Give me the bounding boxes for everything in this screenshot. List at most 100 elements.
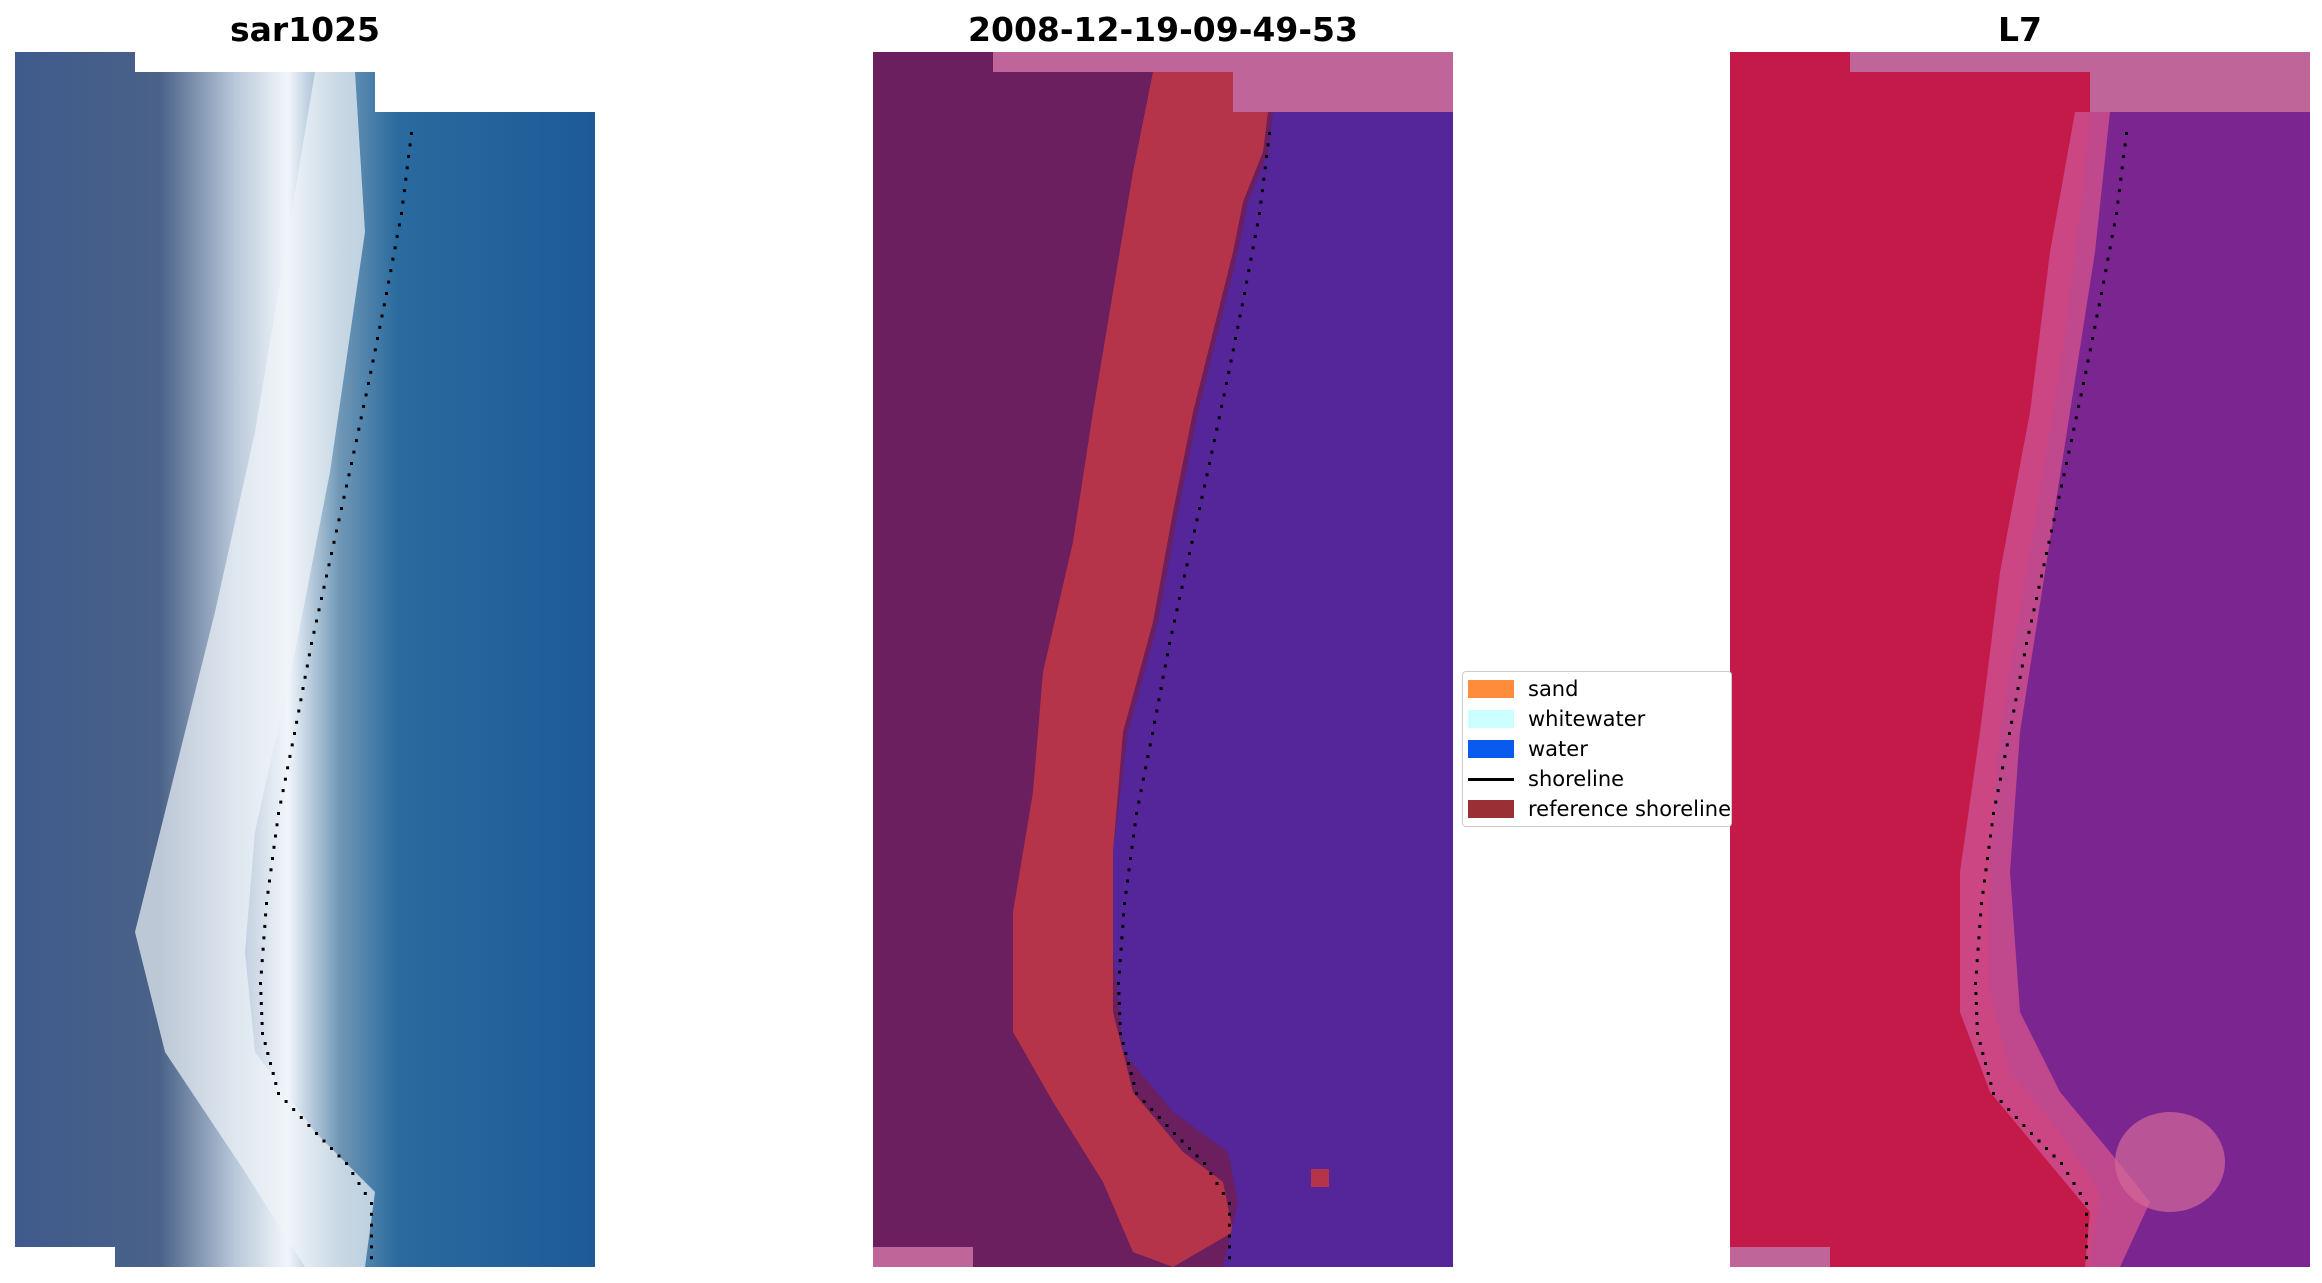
shoreline-dot xyxy=(1215,1182,1219,1185)
shoreline-dot xyxy=(395,234,399,238)
shoreline-dot xyxy=(357,1182,361,1185)
shoreline-dot xyxy=(1141,777,1145,781)
shoreline-dot xyxy=(1259,200,1263,204)
shoreline-dot xyxy=(369,370,373,374)
class-nodata-bottom xyxy=(873,1247,973,1267)
shoreline-dot xyxy=(2067,450,2071,454)
shoreline-dot xyxy=(266,1052,270,1055)
shoreline-dot xyxy=(362,404,366,408)
shoreline-dot xyxy=(1157,1116,1161,1119)
shoreline-dot xyxy=(315,619,318,623)
shoreline-dot xyxy=(385,292,388,295)
shoreline-dot xyxy=(2052,518,2056,522)
shoreline-dot xyxy=(286,766,290,770)
shoreline-dot xyxy=(2084,370,2088,374)
shoreline-dot xyxy=(2123,143,2127,147)
legend-item-sand: sand xyxy=(1468,674,1578,704)
shoreline-dot xyxy=(1978,924,1982,928)
shoreline-dot xyxy=(277,1092,280,1095)
shoreline-dot xyxy=(2047,540,2051,544)
shoreline-dot xyxy=(259,1002,263,1005)
shoreline-dot xyxy=(2060,484,2063,488)
shoreline-dot xyxy=(307,1124,311,1127)
shoreline-dot xyxy=(1249,257,1253,261)
shoreline-dot xyxy=(1175,608,1179,612)
legend-swatch-water xyxy=(1468,740,1514,758)
shoreline-dot xyxy=(345,484,348,488)
shoreline-dot xyxy=(2115,212,2118,215)
shoreline-dot xyxy=(345,1162,348,1165)
shoreline-dot xyxy=(269,868,273,872)
shoreline-dot xyxy=(376,337,379,340)
shoreline-dot xyxy=(1263,166,1267,170)
shoreline-dot xyxy=(1215,427,1219,431)
shoreline-dot xyxy=(405,166,409,170)
shoreline-dot xyxy=(1203,484,1206,488)
shoreline-dot xyxy=(260,1022,264,1025)
shoreline-dot xyxy=(2086,359,2090,363)
shoreline-dot xyxy=(2085,1256,2088,1260)
shoreline-dot xyxy=(389,269,393,273)
shoreline-dot xyxy=(2012,709,2016,713)
shoreline-dot xyxy=(1130,845,1134,849)
shoreline-dot xyxy=(370,1212,373,1216)
shoreline-dot xyxy=(2085,1212,2088,1216)
shoreline-dot xyxy=(1117,970,1121,974)
shoreline-dot xyxy=(274,834,277,838)
fc-nodata-corner xyxy=(2090,72,2310,112)
shoreline-dot xyxy=(1119,947,1123,951)
falsecolor-image-panel xyxy=(1730,52,2310,1267)
shoreline-dot xyxy=(322,1139,326,1143)
shoreline-dot xyxy=(330,552,333,555)
shoreline-dot xyxy=(271,857,274,860)
shoreline-dot xyxy=(1165,653,1169,657)
shoreline-dot xyxy=(1974,982,1977,985)
shoreline-dot xyxy=(2042,563,2046,567)
shoreline-dot xyxy=(2057,495,2061,499)
shoreline-dot xyxy=(1998,777,2002,781)
shoreline-dot xyxy=(1229,359,1233,363)
shoreline-dot xyxy=(325,574,328,578)
shoreline-dot xyxy=(1139,789,1143,793)
shoreline-dot xyxy=(2037,1139,2041,1143)
legend-swatch-sand xyxy=(1468,680,1514,698)
shoreline-dot xyxy=(1258,212,1261,215)
shoreline-dot xyxy=(2120,166,2124,170)
shoreline-dot xyxy=(407,154,411,158)
shoreline-dot xyxy=(1236,325,1240,329)
shoreline-dot xyxy=(1195,518,1199,522)
fc-nodata-bottom xyxy=(1730,1247,1830,1267)
shoreline-dot xyxy=(378,325,382,329)
shoreline-dot xyxy=(1190,540,1194,544)
shoreline-dot xyxy=(408,143,412,147)
shoreline-dot xyxy=(402,189,406,193)
shoreline-dot xyxy=(2040,574,2043,578)
shoreline-dot xyxy=(354,439,358,443)
legend-item-shoreline: shoreline xyxy=(1468,764,1624,794)
shoreline-dot xyxy=(1978,1042,1982,1045)
shoreline-dot xyxy=(1129,857,1132,860)
shoreline-dot xyxy=(351,1172,355,1175)
shoreline-dot xyxy=(1127,868,1131,872)
rgb-image-panel xyxy=(15,52,595,1267)
legend-label-shoreline: shoreline xyxy=(1528,767,1625,791)
shoreline-dot xyxy=(1238,314,1242,318)
shoreline-dot xyxy=(2030,1132,2033,1135)
class-water-area xyxy=(1113,112,1453,1267)
shoreline-dot xyxy=(261,1032,264,1035)
shoreline-dot xyxy=(1974,992,1978,995)
shoreline-dot xyxy=(2060,1162,2063,1165)
shoreline-dot xyxy=(380,314,384,318)
shoreline-dot xyxy=(2055,507,2058,510)
shoreline-dot xyxy=(264,913,268,917)
shoreline-dot xyxy=(2062,473,2066,477)
shoreline-dot xyxy=(1159,687,1163,690)
shoreline-dot xyxy=(1243,292,1246,295)
shoreline-dot xyxy=(2037,585,2041,589)
shoreline-dot xyxy=(1212,439,1216,443)
shoreline-dot xyxy=(1178,597,1181,600)
shoreline-dot xyxy=(340,507,343,510)
class-nodata-corner xyxy=(1233,72,1453,112)
shoreline-dot xyxy=(2008,732,2011,735)
shoreline-dot xyxy=(2066,1172,2070,1175)
